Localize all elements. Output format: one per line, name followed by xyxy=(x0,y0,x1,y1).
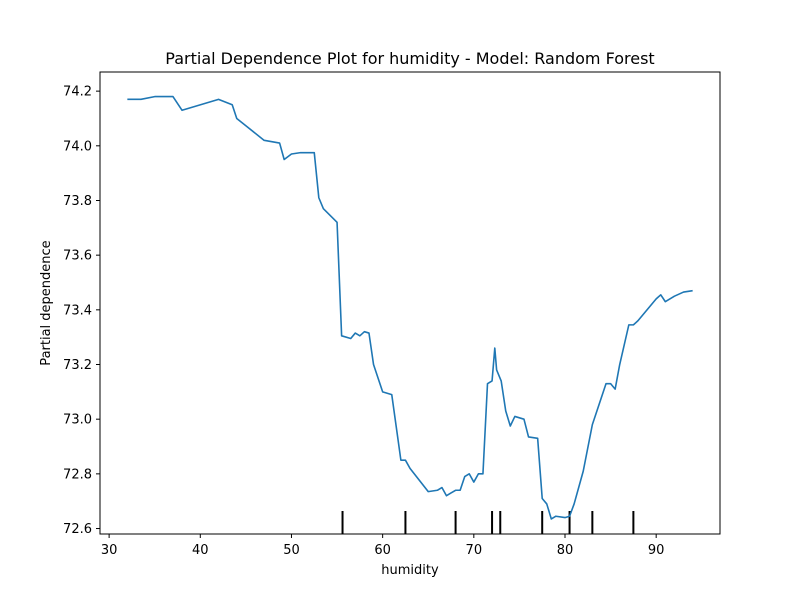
axis-ticks: 30 40 50 60 70 80 90 72.6 72.8 73.0 73.2 73.4 73.6 73… xyxy=(63,85,664,558)
y-tick-label: 73.8 xyxy=(63,194,92,209)
x-tick-label: 80 xyxy=(557,543,574,558)
chart-title: Partial Dependence Plot for humidity - M… xyxy=(165,49,654,68)
y-tick-label: 73.6 xyxy=(63,249,92,264)
x-tick-label: 30 xyxy=(101,543,118,558)
x-tick-label: 70 xyxy=(466,543,483,558)
y-tick-label: 72.8 xyxy=(63,467,92,482)
x-axis-label: humidity xyxy=(381,563,439,578)
y-tick-label: 73.2 xyxy=(63,358,92,373)
y-tick-label: 74.0 xyxy=(63,139,92,154)
x-tick-label: 40 xyxy=(192,543,209,558)
y-tick-label: 72.6 xyxy=(63,522,92,537)
y-tick-label: 73.0 xyxy=(63,413,92,428)
decile-rug xyxy=(341,511,635,534)
x-tick-label: 50 xyxy=(283,543,300,558)
plot-line-group xyxy=(127,95,693,520)
pd-line-series-0 xyxy=(127,95,693,520)
y-tick-label: 73.4 xyxy=(63,303,92,318)
x-tick-label: 90 xyxy=(648,543,665,558)
y-tick-label: 74.2 xyxy=(63,85,92,100)
y-axis-label: Partial dependence xyxy=(39,240,54,365)
plot-frame xyxy=(99,71,721,535)
x-tick-label: 60 xyxy=(374,543,391,558)
